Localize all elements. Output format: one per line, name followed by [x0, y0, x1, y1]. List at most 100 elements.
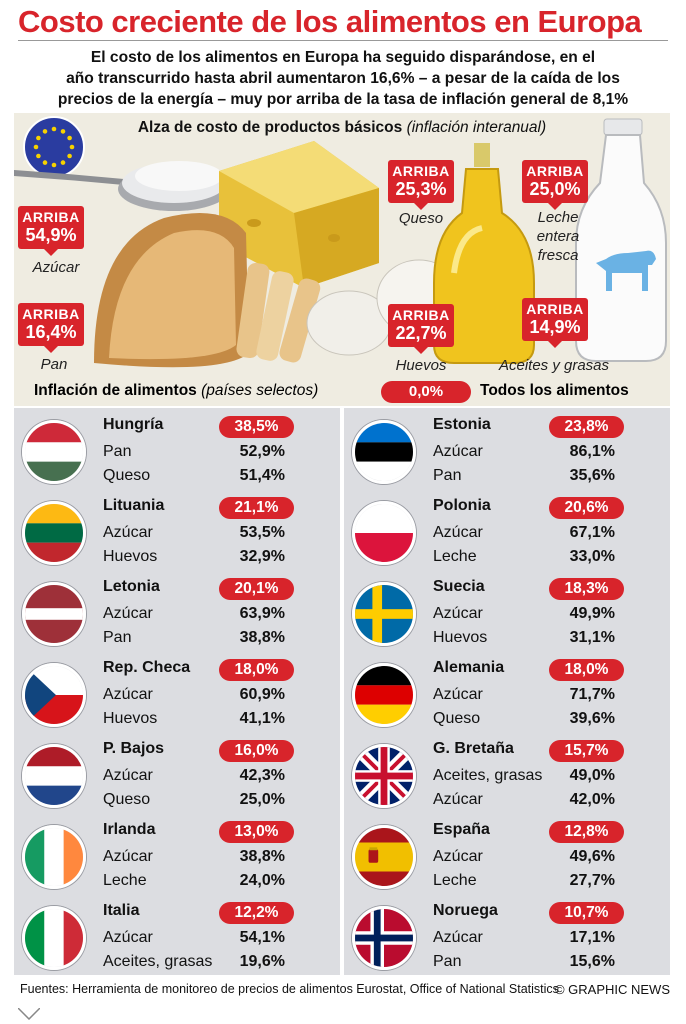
country-food-inflation: 12,2%	[219, 902, 294, 924]
item-value: 24,0%	[239, 872, 285, 889]
country-food-inflation: 18,0%	[549, 659, 624, 681]
country-row: Estonia 23,8% Azúcar 86,1% Pan 35,6%	[344, 408, 670, 489]
country-row: P. Bajos 16,0% Azúcar 42,3% Queso 25,0%	[14, 732, 340, 813]
item-name: Azúcar	[433, 791, 483, 808]
country-food-inflation: 18,0%	[219, 659, 294, 681]
country-food-inflation: 21,1%	[219, 497, 294, 519]
food-inflation-heading-text: Inflación de alimentos	[34, 382, 197, 399]
label-milk-line-1: Leche	[537, 209, 579, 226]
badge-word: ARRIBA	[22, 306, 80, 322]
item-value: 38,8%	[239, 848, 285, 865]
country-name: Estonia	[433, 416, 491, 433]
country-row: Italia 12,2% Azúcar 54,1% Aceites, grasas 19,…	[14, 894, 340, 975]
label-sugar: Azúcar	[32, 259, 80, 276]
badge-word: ARRIBA	[526, 163, 584, 179]
country-food-inflation: 20,1%	[219, 578, 294, 600]
item-value: 17,1%	[569, 929, 615, 946]
sugar-spoon-icon	[14, 161, 230, 211]
item-value: 27,7%	[569, 872, 615, 889]
badge-value: 25,3%	[395, 179, 447, 199]
czechia-flag-icon	[22, 663, 86, 727]
item-value: 15,6%	[569, 953, 615, 970]
country-name: Letonia	[103, 578, 160, 595]
item-name: Azúcar	[433, 524, 483, 541]
subtitle-line-2: año transcurrido hasta abril aumentaron …	[66, 70, 620, 87]
item-value: 31,1%	[569, 629, 615, 646]
page-title: Costo creciente de los alimentos en Euro…	[18, 4, 642, 39]
country-food-inflation: 15,7%	[549, 740, 624, 762]
country-food-inflation: 18,3%	[549, 578, 624, 600]
item-value: 42,0%	[569, 791, 615, 808]
item-value: 63,9%	[239, 605, 285, 622]
latvia-flag-icon	[22, 582, 86, 646]
item-value: 52,9%	[239, 443, 285, 460]
country-food-inflation: 16,0%	[219, 740, 294, 762]
country-row: Alemania 18,0% Azúcar 71,7% Queso 39,6%	[344, 651, 670, 732]
country-row: Rep. Checa 18,0% Azúcar 60,9% Huevos 41,1%	[14, 651, 340, 732]
item-name: Azúcar	[103, 767, 153, 784]
label-eggs: Huevos	[395, 357, 447, 374]
item-name: Leche	[103, 872, 147, 889]
country-name: Irlanda	[103, 821, 156, 838]
item-name: Leche	[433, 548, 477, 565]
food-inflation-header: Inflación de alimentos (países selectos)…	[14, 378, 670, 406]
label-cheese: Queso	[398, 210, 444, 227]
country-name: Lituania	[103, 497, 165, 514]
sources-note: Fuentes: Herramienta de monitoreo de pre…	[20, 982, 559, 996]
subtitle-line-3: precios de la energía – muy por arriba d…	[57, 91, 629, 108]
netherlands-flag-icon	[22, 744, 86, 808]
eu-flag-icon	[23, 116, 85, 178]
item-value: 60,9%	[239, 686, 285, 703]
item-name: Pan	[433, 953, 462, 970]
country-name: Hungría	[103, 416, 164, 433]
credit: © GRAPHIC NEWS	[554, 982, 670, 997]
item-value: 86,1%	[569, 443, 615, 460]
country-row: Hungría 38,5% Pan 52,9% Queso 51,4%	[14, 408, 340, 489]
country-food-inflation: 10,7%	[549, 902, 624, 924]
bread-icon	[94, 213, 321, 368]
subtitle-line-1: El costo de los alimentos en Europa ha s…	[90, 49, 596, 66]
item-name: Pan	[433, 467, 462, 484]
item-value: 33,0%	[569, 548, 615, 565]
title-divider	[18, 40, 668, 41]
label-milk-line-2: entera	[536, 228, 580, 245]
country-name: P. Bajos	[103, 740, 165, 757]
label-milk-line-3: fresca	[537, 247, 579, 264]
hungary-flag-icon	[22, 420, 86, 484]
item-value: 25,0%	[239, 791, 285, 808]
item-value: 49,6%	[569, 848, 615, 865]
item-name: Queso	[433, 710, 481, 727]
country-name: España	[433, 821, 490, 838]
country-row: G. Bretaña 15,7% Aceites, grasas 49,0% Azúca…	[344, 732, 670, 813]
country-row: Irlanda 13,0% Azúcar 38,8% Leche 24,0%	[14, 813, 340, 894]
item-name: Azúcar	[103, 848, 153, 865]
country-row: Letonia 20,1% Azúcar 63,9% Pan 38,8%	[14, 570, 340, 651]
item-value: 51,4%	[239, 467, 285, 484]
all-foods-label: Todos los alimentos	[480, 382, 629, 399]
country-name: Suecia	[433, 578, 485, 595]
item-name: Azúcar	[433, 443, 483, 460]
spain-flag-icon	[352, 825, 416, 889]
food-illustration	[14, 116, 667, 368]
cheese-icon	[219, 141, 379, 288]
item-value: 39,6%	[569, 710, 615, 727]
badge-word: ARRIBA	[526, 301, 584, 317]
all-foods-pill: 0,0%	[381, 381, 471, 403]
estonia-flag-icon	[352, 420, 416, 484]
item-value: 54,1%	[239, 929, 285, 946]
milk-bottle-icon	[575, 118, 667, 362]
products-heading-text: Alza de costo de productos básicos	[137, 119, 403, 136]
item-name: Pan	[103, 443, 132, 460]
products-heading-note: (inflación interanual)	[406, 119, 547, 136]
item-name: Azúcar	[433, 929, 483, 946]
badge-cheese: ARRIBA 25,3%	[388, 160, 454, 210]
country-name: Noruega	[433, 902, 498, 919]
country-row: Noruega 10,7% Azúcar 17,1% Pan 15,6%	[344, 894, 670, 975]
badge-value: 14,9%	[529, 317, 581, 337]
item-value: 49,9%	[569, 605, 615, 622]
country-name: Rep. Checa	[103, 659, 191, 676]
item-value: 42,3%	[239, 767, 285, 784]
badge-word: ARRIBA	[392, 307, 450, 323]
badge-bread: ARRIBA 16,4%	[18, 303, 84, 353]
badge-word: ARRIBA	[392, 163, 450, 179]
